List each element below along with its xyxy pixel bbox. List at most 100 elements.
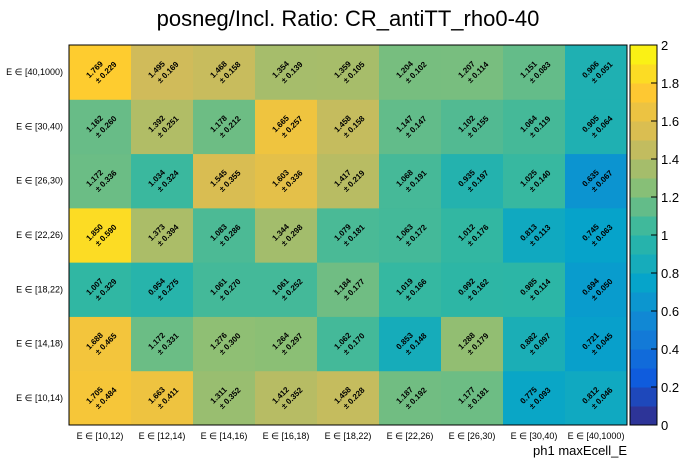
heatmap-cell xyxy=(565,370,628,426)
heatmap-cell xyxy=(193,262,256,317)
color-scale-step xyxy=(630,235,657,255)
color-scale-step xyxy=(630,216,657,236)
color-scale-step xyxy=(630,45,657,65)
color-scale-tick-label: 1.8 xyxy=(661,76,679,91)
color-scale-tick-label: 1.6 xyxy=(661,114,679,129)
heatmap-cell xyxy=(317,370,380,426)
heatmap-cell xyxy=(317,153,380,209)
heatmap-cell xyxy=(131,45,194,100)
color-scale-tick-label: 1.2 xyxy=(661,190,679,205)
y-axis-ticks: E ∈ [10,14) E ∈ [14,18) E ∈ [18,22) E ∈ [22… xyxy=(6,67,63,403)
heatmap-cell xyxy=(317,99,380,155)
heatmap-cell xyxy=(255,262,318,317)
color-scale-step xyxy=(630,349,657,369)
heatmap-cell xyxy=(379,207,442,263)
x-tick-label: E ∈ [40,1000) xyxy=(568,431,625,441)
y-tick-label: E ∈ [22,26) xyxy=(16,230,63,240)
heatmap-cell xyxy=(69,99,132,155)
chart-title: posneg/Incl. Ratio: CR_antiTT_rho0-40 xyxy=(157,6,540,31)
heatmap-cell xyxy=(565,316,628,372)
heatmap-cell xyxy=(565,262,628,317)
y-tick-label: E ∈ [30,40) xyxy=(16,121,63,131)
color-scale-step xyxy=(630,83,657,103)
heatmap-cell xyxy=(255,370,318,426)
heatmap-cell xyxy=(69,262,132,317)
heatmap-cell xyxy=(255,45,318,100)
heatmap-cell xyxy=(379,316,442,372)
color-scale-step xyxy=(630,197,657,217)
x-tick-label: E ∈ [10,12) xyxy=(77,431,124,441)
color-scale-step xyxy=(630,406,657,426)
heatmap-cell xyxy=(193,370,256,426)
x-tick-label: E ∈ [22,26) xyxy=(387,431,434,441)
heatmap-cell xyxy=(317,207,380,263)
heatmap-cell xyxy=(503,207,566,263)
color-scale-ticks: 0 0.2 0.4 0.6 0.8 1 1.2 1.4 1.6 1.8 2 xyxy=(651,38,679,433)
heatmap-cell xyxy=(255,99,318,155)
color-scale-step xyxy=(630,178,657,198)
color-scale-bar xyxy=(629,44,658,426)
color-scale-step xyxy=(630,330,657,350)
heatmap-cell xyxy=(379,45,442,100)
heatmap-cell xyxy=(441,99,504,155)
x-tick-label: E ∈ [18,22) xyxy=(325,431,372,441)
color-scale-step xyxy=(630,102,657,122)
heatmap-cell xyxy=(131,262,194,317)
heatmap-cell xyxy=(131,370,194,426)
heatmap-cell xyxy=(565,207,628,263)
heatmap-cell xyxy=(69,153,132,209)
heatmap-cell xyxy=(503,45,566,100)
color-scale-tick-label: 0.6 xyxy=(661,304,679,319)
heatmap-cell xyxy=(69,45,132,100)
x-tick-label: E ∈ [26,30) xyxy=(449,431,496,441)
heatmap-cell xyxy=(131,153,194,209)
heatmap-cell xyxy=(193,99,256,155)
y-tick-label: E ∈ [10,14) xyxy=(16,393,63,403)
color-scale-step xyxy=(630,311,657,331)
color-scale-tick-label: 0 xyxy=(661,418,668,433)
x-tick-label: E ∈ [30,40) xyxy=(511,431,558,441)
x-axis-label: ph1 maxEcell_E xyxy=(533,443,627,458)
plot-frame xyxy=(68,44,628,426)
x-tick-label: E ∈ [14,16) xyxy=(201,431,248,441)
heatmap-cell xyxy=(565,153,628,209)
y-tick-label: E ∈ [14,18) xyxy=(16,339,63,349)
heatmap-cell xyxy=(441,262,504,317)
x-tick-label: E ∈ [16,18) xyxy=(263,431,310,441)
color-scale-step xyxy=(630,121,657,141)
heatmap-cell xyxy=(565,99,628,155)
heatmap-cell xyxy=(69,316,132,372)
heatmap-cell xyxy=(317,316,380,372)
heatmap-cell xyxy=(317,45,380,100)
x-tick-label: E ∈ [12,14) xyxy=(139,431,186,441)
heatmap-cell xyxy=(503,99,566,155)
heatmap-cell xyxy=(317,262,380,317)
heatmap-cell xyxy=(193,316,256,372)
heatmap-cell xyxy=(193,45,256,100)
color-scale-tick-label: 0.4 xyxy=(661,342,679,357)
heatmap-cell xyxy=(441,153,504,209)
heatmap-cell xyxy=(503,370,566,426)
color-scale-step xyxy=(630,159,657,179)
color-scale-step xyxy=(630,254,657,274)
color-scale-step xyxy=(630,273,657,293)
heatmap-cell xyxy=(131,316,194,372)
color-scale-step xyxy=(630,387,657,407)
heatmap-cell xyxy=(379,99,442,155)
color-scale-tick-label: 0.8 xyxy=(661,266,679,281)
heatmap-cell xyxy=(69,370,132,426)
heatmap-cell xyxy=(193,153,256,209)
heatmap-cell xyxy=(503,153,566,209)
color-scale-tick-label: 0.2 xyxy=(661,380,679,395)
y-tick-label: E ∈ [40,1000) xyxy=(6,67,63,77)
heatmap-cell xyxy=(503,316,566,372)
color-scale-step xyxy=(630,64,657,84)
heatmap-cell xyxy=(131,99,194,155)
heatmap-cell xyxy=(441,207,504,263)
color-scale-step xyxy=(630,292,657,312)
heatmap-cell xyxy=(441,316,504,372)
x-axis-ticks: E ∈ [10,12) E ∈ [12,14) E ∈ [14,16) E ∈ [16… xyxy=(77,431,625,441)
heatmap-cell xyxy=(255,316,318,372)
color-scale-tick-label: 2 xyxy=(661,38,668,53)
